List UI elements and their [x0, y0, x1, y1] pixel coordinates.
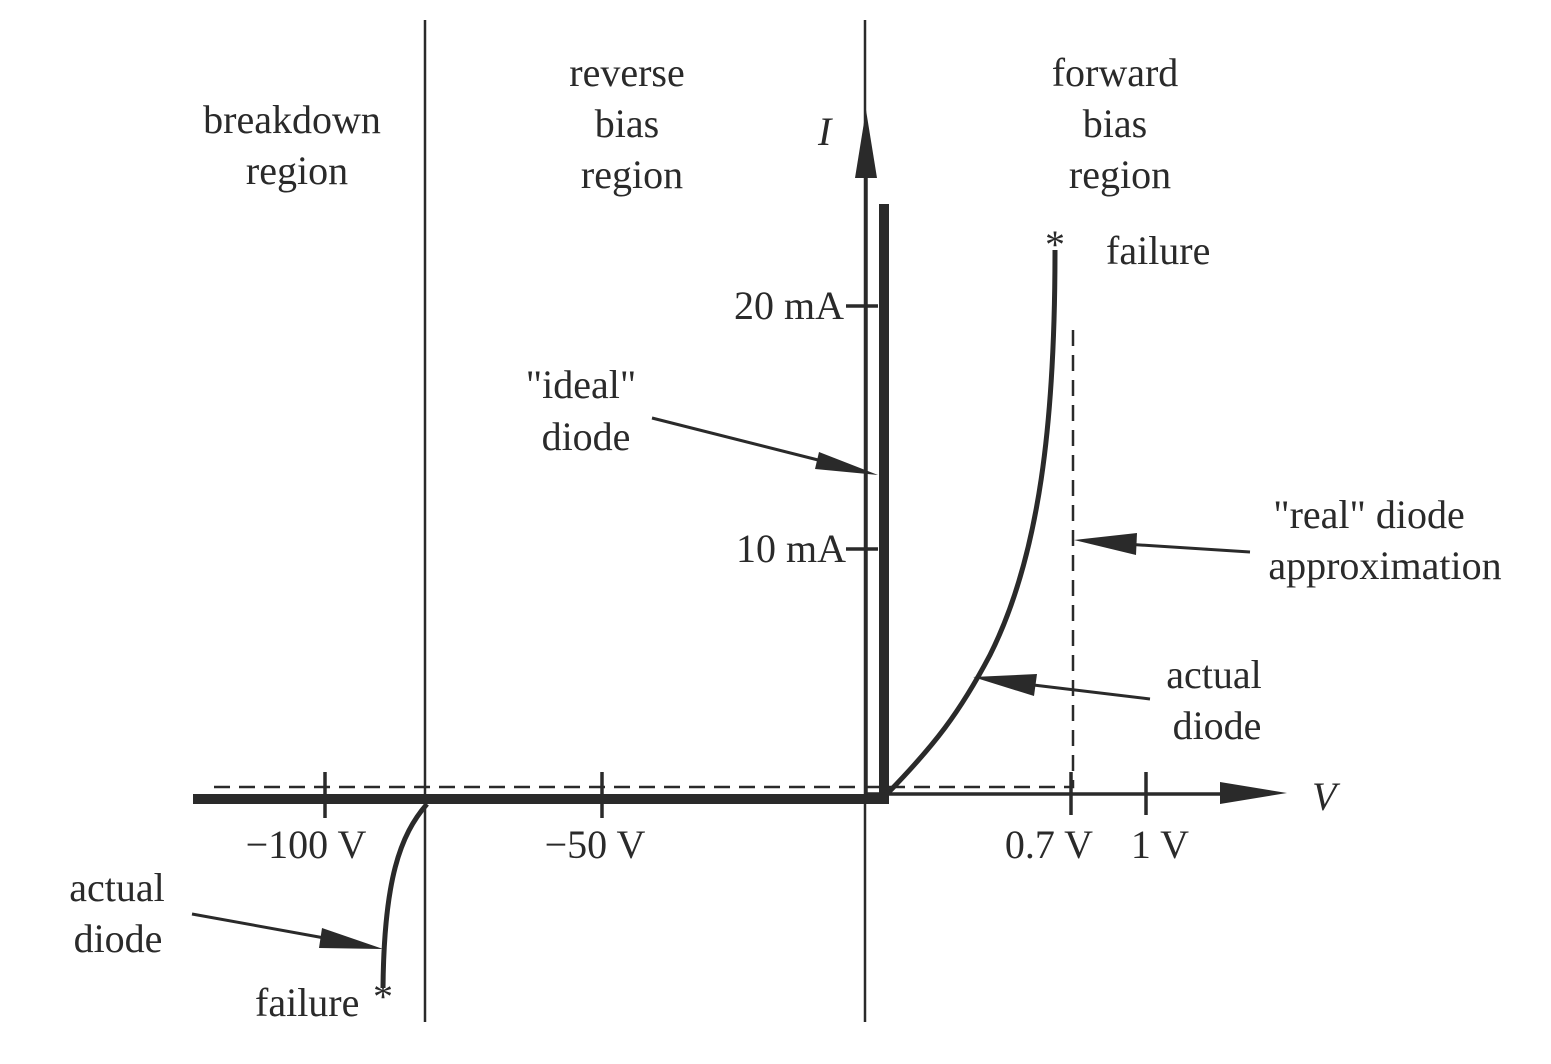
ideal-diode-label: "ideal" diode [526, 362, 646, 459]
voltage-axis-label: V [1312, 774, 1341, 819]
actual-diode-reverse-pointer [191, 912, 331, 941]
actual-diode-forward-label: actual diode [1166, 652, 1272, 748]
y-tick-label-10ma: 10 mA [736, 526, 846, 571]
real-diode-pointer-arrowhead [1074, 533, 1137, 555]
ideal-diode-characteristic [193, 204, 889, 804]
real-diode-approximation-line [214, 328, 1075, 789]
x-tick-label-minus-50v: −50 V [545, 822, 646, 867]
failure-label-reverse: failure [255, 980, 359, 1025]
actual-diode-reverse-pointer-arrowhead [319, 928, 383, 949]
ideal-diode-pointer-arrowhead [815, 452, 878, 475]
actual-diode-breakdown-curve [380, 802, 429, 989]
reverse-bias-region-label: reverse bias region [569, 50, 694, 197]
x-tick-label-minus-100v: −100 V [246, 822, 367, 867]
actual-diode-reverse-label: actual diode [69, 865, 175, 961]
y-tick-label-20ma: 20 mA [734, 283, 844, 328]
real-diode-approximation-label: "real" diode approximation [1268, 492, 1501, 588]
x-tick-label-1v: 1 V [1131, 822, 1189, 867]
x-tick-label-0-7v: 0.7 V [1005, 822, 1093, 867]
failure-marker-forward: * [1045, 222, 1065, 267]
ideal-diode-pointer [651, 416, 831, 465]
current-axis-arrowhead [855, 110, 877, 178]
current-axis-label: I [817, 109, 833, 154]
failure-label-forward: failure [1106, 228, 1210, 273]
real-diode-pointer [1124, 542, 1251, 554]
voltage-axis-arrowhead [1220, 782, 1287, 804]
actual-diode-forward-pointer-arrowhead [973, 674, 1037, 696]
actual-diode-forward-curve [882, 249, 1058, 799]
forward-bias-region-label: forward bias region [1052, 50, 1189, 197]
breakdown-region-label: breakdown region [203, 97, 391, 193]
failure-marker-reverse: * [373, 974, 393, 1019]
actual-diode-forward-pointer [1024, 682, 1151, 701]
